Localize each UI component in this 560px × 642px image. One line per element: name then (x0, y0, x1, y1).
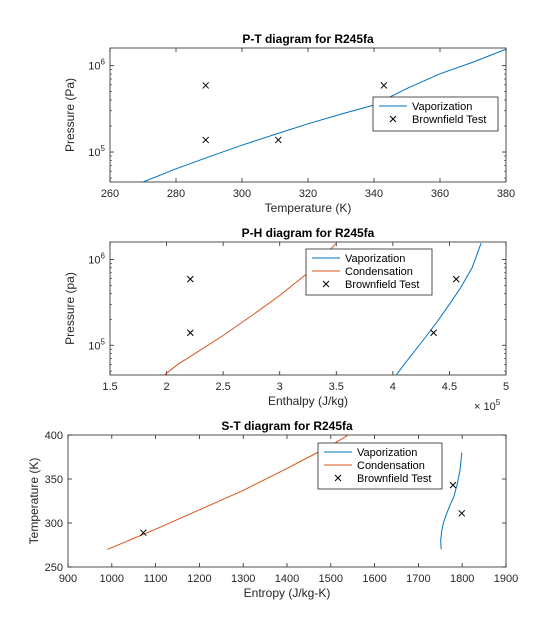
x-tick-label: 3 (277, 381, 283, 393)
y-axis-label: Pressure (pa) (63, 272, 77, 345)
legend-brownfield-test-swatch (389, 115, 397, 123)
legend-brownfield-test-label: Brownfield Test (357, 473, 431, 485)
chart-title: P-H diagram for R245fa (242, 226, 375, 240)
legend-brownfield-test-label: Brownfield Test (412, 114, 486, 126)
legend-vaporization-label: Vaporization (412, 101, 472, 113)
y-tick-label: 350 (45, 474, 63, 486)
legend-brownfield-test-swatch (322, 280, 330, 288)
series-vaporization-line (395, 243, 482, 375)
series-brownfield-test-point (449, 481, 457, 489)
x-tick-label: 280 (167, 188, 185, 200)
x-tick-label: 1600 (362, 573, 386, 585)
x-tick-label: 5 (503, 381, 509, 393)
y-axis-label: Pressure (Pa) (63, 78, 77, 152)
y-tick-label: 105 (88, 144, 105, 159)
subplot-2: 1.5 2 2.5 3 3.5 4 4.5 5 P-H diagram for R245fa En… (63, 226, 509, 408)
x-tick-label: 360 (431, 188, 449, 200)
y-tick-label: 400 (45, 430, 63, 442)
y-tick-label: 106 (88, 58, 105, 73)
x-tick-label: 1700 (406, 573, 430, 585)
x-tick-label: 260 (101, 188, 119, 200)
series-brownfield-test-point (202, 82, 210, 89)
series-brownfield-test-point (274, 136, 282, 144)
y-tick-label: 300 (45, 518, 63, 530)
x-tick-label: 900 (59, 573, 77, 585)
legend-vaporization-label: Vaporization (345, 253, 405, 265)
legend-box (372, 96, 499, 132)
series-condensation-line (163, 242, 337, 375)
x-tick-label: 320 (299, 188, 317, 200)
legend-condensation-label: Condensation (357, 460, 425, 472)
x-tick-label: 340 (365, 188, 383, 200)
subplot-1: 260 280 300 320 340 360 380 P-T diagram for R24… (63, 32, 515, 215)
legend-box (317, 442, 443, 490)
legend-vaporization-label: Vaporization (357, 447, 417, 459)
series-brownfield-test-point (139, 529, 147, 537)
series-brownfield-test-point (202, 136, 210, 144)
x-tick-label: 1000 (100, 573, 124, 585)
x-tick-label: 1900 (494, 573, 518, 585)
legend-brownfield-test-label: Brownfield Test (345, 279, 419, 291)
series-brownfield-test-point (430, 329, 437, 337)
x-tick-label: 2 (164, 381, 170, 393)
chart-title: S-T diagram for R245fa (221, 419, 353, 433)
series-layer (142, 48, 506, 182)
x-axis-multiplier: × 105 (474, 398, 501, 413)
x-tick-label: 1.5 (102, 381, 117, 393)
x-axis-label: Temperature (K) (265, 201, 352, 215)
x-tick-label: 1400 (275, 573, 299, 585)
legend-box (305, 248, 433, 296)
series-brownfield-test-point (380, 82, 388, 89)
series-brownfield-test-point (458, 509, 466, 517)
x-axis-label: Entropy (J/kg-K) (244, 586, 331, 600)
y-tick-label: 106 (88, 252, 105, 267)
legend-brownfield-test-swatch (334, 474, 342, 482)
series-brownfield-test-point (186, 275, 194, 283)
x-tick-label: 380 (497, 188, 515, 200)
series-vaporization-line (142, 48, 506, 182)
x-tick-label: 1800 (450, 573, 474, 585)
x-tick-label: 4.5 (442, 381, 457, 393)
series-layer (163, 242, 482, 375)
legend-condensation-label: Condensation (345, 266, 413, 278)
y-axis-label: Temperature (K) (27, 458, 41, 545)
x-tick-label: 1100 (144, 573, 168, 585)
chart-title: P-T diagram for R245fa (242, 32, 374, 46)
x-axis-label: Enthalpy (J/kg) (268, 394, 348, 408)
x-tick-label: 1500 (319, 573, 343, 585)
x-tick-label: 1300 (231, 573, 255, 585)
x-tick-label: 4 (390, 381, 396, 393)
x-tick-label: 1200 (187, 573, 211, 585)
series-brownfield-test-point (452, 275, 460, 283)
series-brownfield-test-point (186, 329, 194, 337)
y-tick-label: 105 (88, 337, 105, 352)
series-vaporization-line (440, 452, 463, 550)
x-tick-label: 300 (233, 188, 251, 200)
subplot-3: 900 1000 1100 1200 1300 1400 1500 1600 1700 1800 1… (27, 419, 518, 600)
x-tick-label: 3.5 (329, 381, 344, 393)
x-tick-label: 2.5 (215, 381, 230, 393)
y-tick-label: 250 (45, 562, 63, 574)
